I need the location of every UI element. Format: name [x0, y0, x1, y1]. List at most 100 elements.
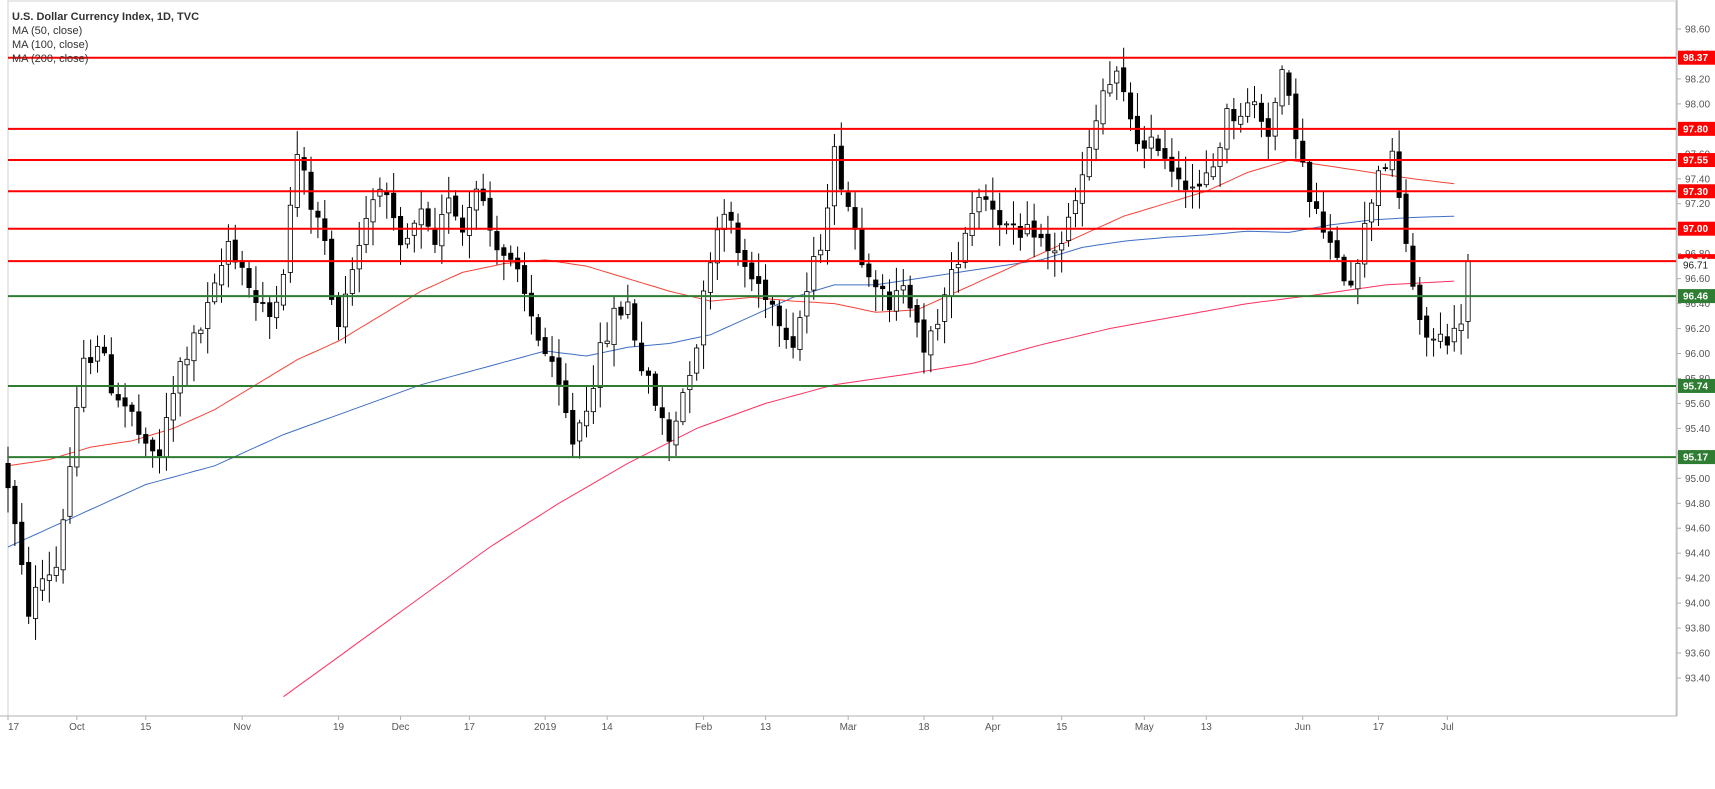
- candle-body: [694, 347, 700, 374]
- y-tick-label: 96.40: [1685, 299, 1710, 310]
- candle: [39, 559, 45, 601]
- candle: [797, 310, 803, 361]
- candle-body: [714, 229, 720, 264]
- candle-body: [701, 290, 707, 346]
- candle: [1272, 97, 1278, 151]
- candle: [893, 267, 899, 321]
- axes-layer: 93.40 93.60 93.80 94.00 94.20 94.40 94.60 94.80…: [0, 0, 1715, 733]
- candle-body: [95, 346, 101, 362]
- candle-body: [1258, 102, 1265, 122]
- candle-body: [804, 291, 810, 317]
- candle-body: [150, 439, 156, 452]
- candle: [887, 279, 893, 323]
- legend-ma200: MA (200, close): [12, 53, 89, 65]
- candle: [280, 269, 286, 311]
- candle-body: [129, 404, 135, 412]
- candle: [1128, 82, 1134, 131]
- candle: [632, 299, 638, 347]
- candle-body: [783, 327, 789, 341]
- candle-body: [1114, 70, 1120, 84]
- y-tick-label: 96.20: [1685, 324, 1710, 335]
- candle: [845, 181, 851, 212]
- x-tick-label: Oct: [69, 722, 85, 733]
- candle-body: [46, 574, 52, 581]
- candle-body: [1320, 211, 1326, 233]
- candle-body: [377, 188, 383, 197]
- candle-body: [404, 237, 410, 245]
- candle-body: [466, 207, 472, 236]
- candle: [1203, 150, 1209, 188]
- candle-body: [515, 257, 521, 270]
- candle-body: [859, 228, 865, 266]
- current-price-label: 96.71: [1683, 260, 1708, 271]
- candle: [1052, 232, 1058, 277]
- candle: [735, 213, 741, 266]
- candle-body: [294, 154, 300, 208]
- candle-body: [1121, 67, 1127, 93]
- candle-body: [33, 586, 39, 619]
- candle: [370, 188, 376, 246]
- candle: [928, 326, 934, 373]
- candle-body: [184, 358, 190, 366]
- x-tick-label: Nov: [233, 722, 251, 733]
- candle-body: [1059, 243, 1065, 251]
- level-tag-bg: [1678, 378, 1715, 393]
- candle-body: [67, 466, 73, 517]
- candle-body: [349, 269, 355, 294]
- candle: [95, 335, 101, 373]
- candle: [1086, 128, 1092, 181]
- candle-body: [329, 238, 335, 300]
- candle-body: [459, 217, 466, 233]
- candle: [515, 246, 521, 283]
- candle-body: [1045, 233, 1051, 251]
- candle: [67, 447, 73, 524]
- candle: [1327, 214, 1333, 260]
- candle: [33, 565, 39, 640]
- y-tick-label: 93.80: [1685, 624, 1710, 635]
- candle-body: [391, 192, 397, 219]
- candle-body: [604, 340, 610, 345]
- candle: [1072, 187, 1079, 228]
- candle: [273, 285, 280, 329]
- candle: [88, 339, 94, 375]
- candle: [205, 282, 211, 354]
- candle-body: [1093, 120, 1099, 150]
- candle-body: [1100, 90, 1106, 125]
- candle-body: [1245, 102, 1251, 117]
- candle: [1334, 226, 1340, 261]
- candle: [1258, 94, 1265, 138]
- candle: [1155, 134, 1161, 157]
- candle: [1293, 78, 1299, 159]
- candle: [122, 383, 128, 428]
- candle-body: [205, 302, 211, 330]
- ma50-line: [7, 159, 1455, 467]
- candle: [1437, 312, 1444, 349]
- candle: [156, 429, 163, 474]
- candle: [976, 188, 982, 229]
- candle-body: [659, 407, 665, 419]
- candle: [1451, 305, 1457, 352]
- candle: [329, 230, 335, 306]
- candle-body: [563, 380, 569, 413]
- ma200-line: [283, 280, 1455, 698]
- candle-body: [439, 213, 445, 247]
- candle: [363, 196, 369, 254]
- x-tick-label: Jun: [1295, 722, 1311, 733]
- candle: [790, 312, 796, 359]
- candle: [1038, 223, 1044, 247]
- candle: [1396, 130, 1402, 210]
- candle: [1424, 306, 1430, 357]
- candle-body: [969, 212, 975, 236]
- candle: [335, 292, 342, 341]
- candle-body: [115, 394, 121, 401]
- candle-body: [1293, 93, 1299, 140]
- candle: [322, 199, 328, 255]
- candle: [921, 303, 927, 374]
- candle: [342, 275, 348, 344]
- candle-body: [818, 249, 824, 256]
- candle: [866, 253, 872, 287]
- candle: [46, 551, 52, 603]
- y-tick-label: 93.40: [1685, 674, 1710, 685]
